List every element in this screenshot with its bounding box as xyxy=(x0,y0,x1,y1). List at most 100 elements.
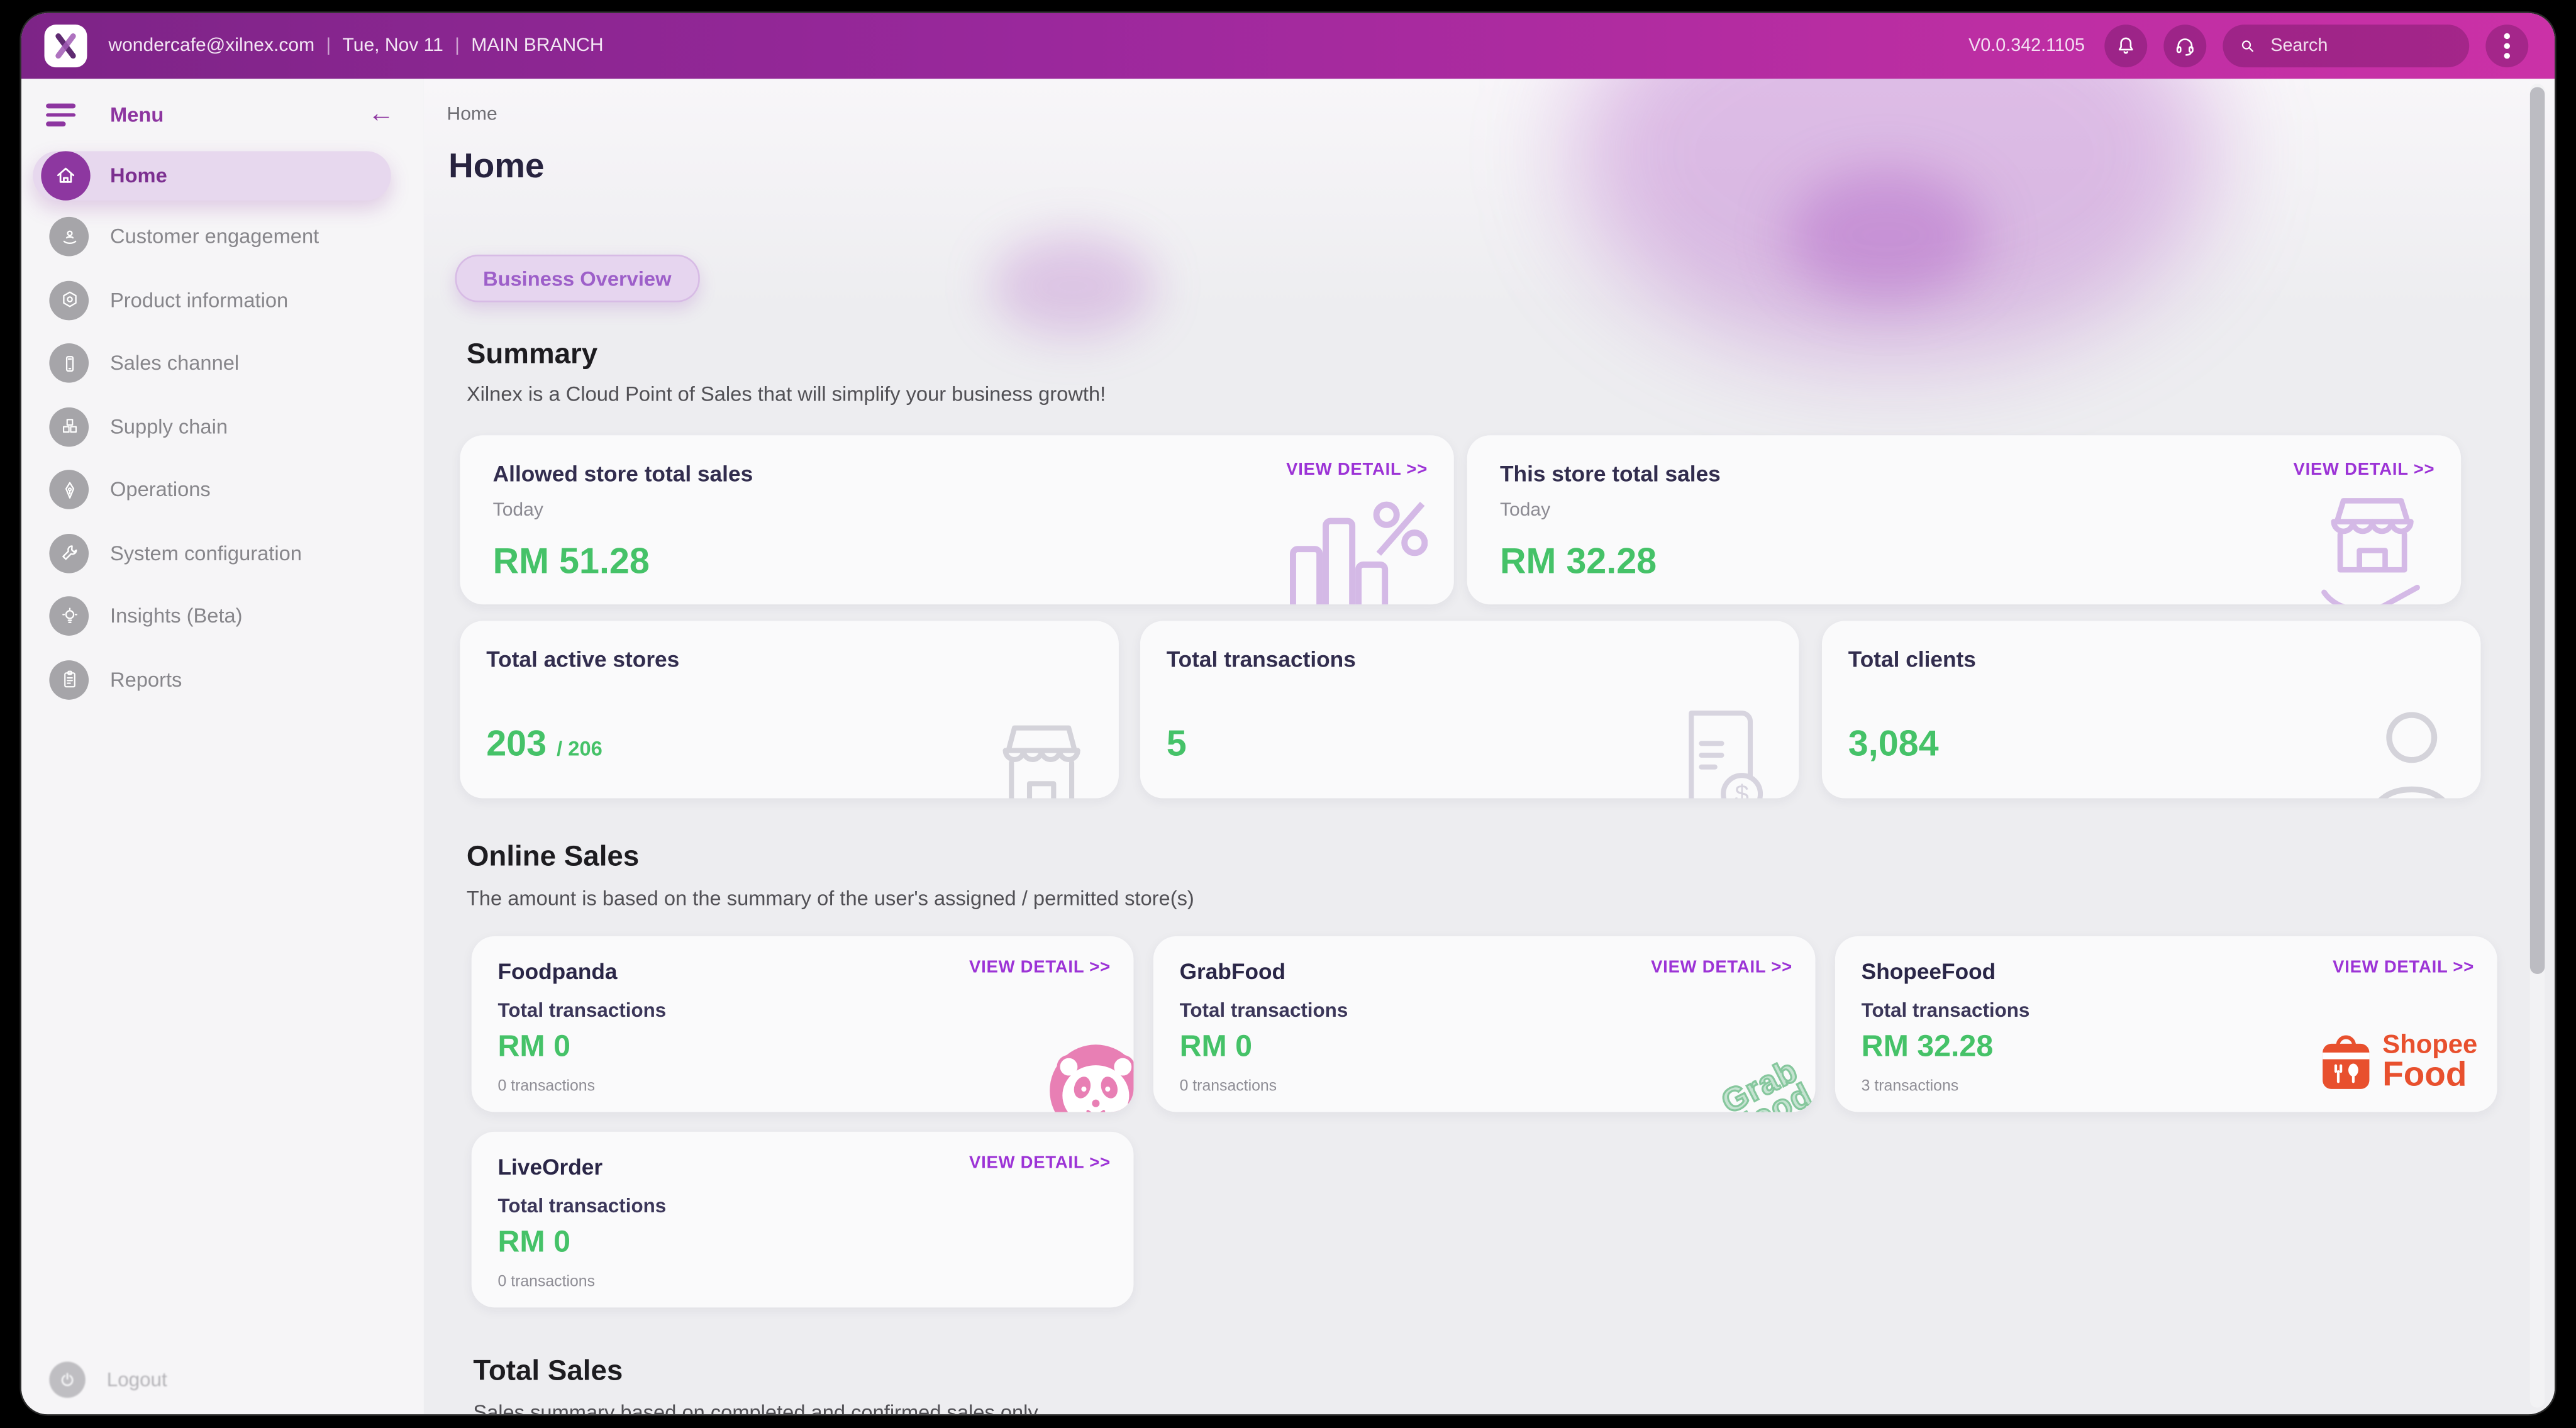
hamburger-menu-icon[interactable] xyxy=(46,104,76,126)
topbar-actions: V0.0.342.1105 xyxy=(1968,25,2555,68)
sidebar-item-label: Operations xyxy=(110,478,211,502)
card-title: Total clients xyxy=(1848,647,1976,672)
online-sales-subtitle: The amount is based on the summary of th… xyxy=(466,887,1194,910)
menu-label: Menu xyxy=(110,103,164,127)
summary-subtitle: Xilnex is a Cloud Point of Sales that wi… xyxy=(466,382,1106,406)
card-count: 3 transactions xyxy=(1861,1077,1959,1096)
search-box[interactable] xyxy=(2223,25,2470,68)
card-title: GrabFood xyxy=(1179,959,1286,984)
card-title: This store total sales xyxy=(1499,462,1721,487)
branch-name: MAIN BRANCH xyxy=(471,36,604,56)
bell-icon xyxy=(2118,37,2133,54)
card-title: Total active stores xyxy=(486,647,680,672)
home-icon xyxy=(41,151,91,201)
card-total-clients: Total clients 3,084 xyxy=(1821,621,2481,799)
x-logo-icon xyxy=(55,33,76,59)
topbar: wondercafe@xilnex.com | Tue, Nov 11 | MA… xyxy=(21,13,2555,79)
online-sales-heading: Online Sales xyxy=(466,839,640,873)
sidebar-item-label: Customer engagement xyxy=(110,225,319,249)
reports-icon xyxy=(49,660,89,700)
sidebar-header: Menu ← xyxy=(21,92,424,138)
view-detail-link[interactable]: VIEW DETAIL >> xyxy=(969,957,1111,978)
sidebar-item-home[interactable]: Home xyxy=(33,151,391,201)
card-amount: RM 32.28 xyxy=(1861,1028,1994,1063)
storefront-icon xyxy=(1002,725,1080,799)
card-title: Allowed store total sales xyxy=(492,462,753,487)
card-title: ShopeeFood xyxy=(1861,959,1996,984)
collapse-sidebar-arrow-icon[interactable]: ← xyxy=(368,100,394,128)
main-area: Home Home Business Overview Summary Xiln… xyxy=(423,79,2555,1415)
view-detail-link[interactable]: VIEW DETAIL >> xyxy=(2333,957,2475,978)
support-button[interactable] xyxy=(2163,25,2207,68)
sidebar-item-label: System configuration xyxy=(110,541,302,565)
shopeefood-logo: Shopee Food xyxy=(2320,1033,2477,1092)
card-grabfood: GrabFood VIEW DETAIL >> Total transactio… xyxy=(1153,936,1816,1112)
card-total-transactions: Total transactions 5 $ xyxy=(1140,621,1799,799)
logout-label: Logout xyxy=(106,1368,167,1392)
tab-business-overview[interactable]: Business Overview xyxy=(455,254,699,302)
search-input[interactable] xyxy=(2267,34,2453,58)
header-gradient xyxy=(423,79,2555,326)
bar-chart-percent-icon xyxy=(1290,501,1428,605)
logout-button[interactable]: Logout xyxy=(49,1361,167,1398)
receipt-dollar-icon: $ xyxy=(1689,711,1763,799)
card-label: Total transactions xyxy=(497,999,667,1022)
card-label: Total transactions xyxy=(497,1194,667,1217)
insights-icon xyxy=(49,596,89,636)
card-title: LiveOrder xyxy=(497,1154,603,1180)
more-menu-button[interactable] xyxy=(2485,25,2529,68)
decor-purple-blob xyxy=(1787,169,1985,301)
scrollbar-thumb[interactable] xyxy=(2529,87,2545,975)
topbar-context: wondercafe@xilnex.com | Tue, Nov 11 | MA… xyxy=(108,36,603,55)
sidebar-item-label: Supply chain xyxy=(110,415,228,438)
decor-purple-blob xyxy=(991,235,1155,337)
store-in-hand-icon xyxy=(2321,498,2420,605)
person-icon xyxy=(2379,712,2445,799)
sidebar-item-sales-channel[interactable]: Sales channel xyxy=(21,332,424,396)
view-detail-link[interactable]: VIEW DETAIL >> xyxy=(969,1153,1111,1173)
account-email: wondercafe@xilnex.com xyxy=(108,36,315,56)
view-detail-link[interactable]: VIEW DETAIL >> xyxy=(1651,957,1792,978)
sidebar-item-system-configuration[interactable]: System configuration xyxy=(21,521,424,585)
card-value: 5 xyxy=(1166,722,1187,764)
product-information-icon xyxy=(49,280,89,320)
card-label: Total transactions xyxy=(1179,999,1348,1022)
sidebar-item-insights[interactable]: Insights (Beta) xyxy=(21,585,424,648)
operations-icon xyxy=(49,470,89,510)
sidebar: Menu ← Home Custome xyxy=(21,79,424,1415)
headset-icon xyxy=(2176,38,2194,56)
card-amount: RM 0 xyxy=(1179,1028,1253,1063)
separator: | xyxy=(455,36,460,56)
kebab-icon xyxy=(2504,33,2510,59)
sidebar-item-reports[interactable]: Reports xyxy=(21,648,424,712)
sidebar-item-label: Insights (Beta) xyxy=(110,604,243,628)
card-count: 0 transactions xyxy=(497,1077,596,1096)
view-detail-link[interactable]: VIEW DETAIL >> xyxy=(1286,460,1428,480)
sidebar-item-label: Home xyxy=(110,164,167,187)
view-detail-link[interactable]: VIEW DETAIL >> xyxy=(2293,460,2435,480)
customer-engagement-icon xyxy=(49,217,89,257)
app-window: wondercafe@xilnex.com | Tue, Nov 11 | MA… xyxy=(21,13,2555,1415)
summary-heading: Summary xyxy=(466,336,598,370)
card-label: Total transactions xyxy=(1861,999,2030,1022)
version-label: V0.0.342.1105 xyxy=(1968,36,2085,56)
sidebar-nav: Customer engagement Product information xyxy=(21,206,424,712)
card-foodpanda: Foodpanda VIEW DETAIL >> Total transacti… xyxy=(471,936,1134,1112)
shopee-bag-icon xyxy=(2323,1035,2370,1089)
card-liveorder: LiveOrder VIEW DETAIL >> Total transacti… xyxy=(471,1131,1134,1308)
svg-text:$: $ xyxy=(1735,780,1748,799)
notifications-button[interactable] xyxy=(2104,25,2148,68)
sidebar-item-product-information[interactable]: Product information xyxy=(21,268,424,332)
search-icon xyxy=(2241,40,2253,52)
sidebar-item-supply-chain[interactable]: Supply chain xyxy=(21,395,424,458)
power-icon xyxy=(49,1361,86,1398)
card-shopeefood: ShopeeFood VIEW DETAIL >> Total transact… xyxy=(1835,936,2497,1112)
card-period: Today xyxy=(1499,501,1551,521)
sidebar-item-customer-engagement[interactable]: Customer engagement xyxy=(21,206,424,269)
card-period: Today xyxy=(492,501,543,521)
card-this-store-total-sales: This store total sales Today RM 32.28 VI… xyxy=(1467,435,2462,605)
page-content: Home Home Business Overview Summary Xiln… xyxy=(424,79,2555,1414)
sidebar-item-operations[interactable]: Operations xyxy=(21,458,424,522)
supply-chain-icon xyxy=(49,407,89,446)
